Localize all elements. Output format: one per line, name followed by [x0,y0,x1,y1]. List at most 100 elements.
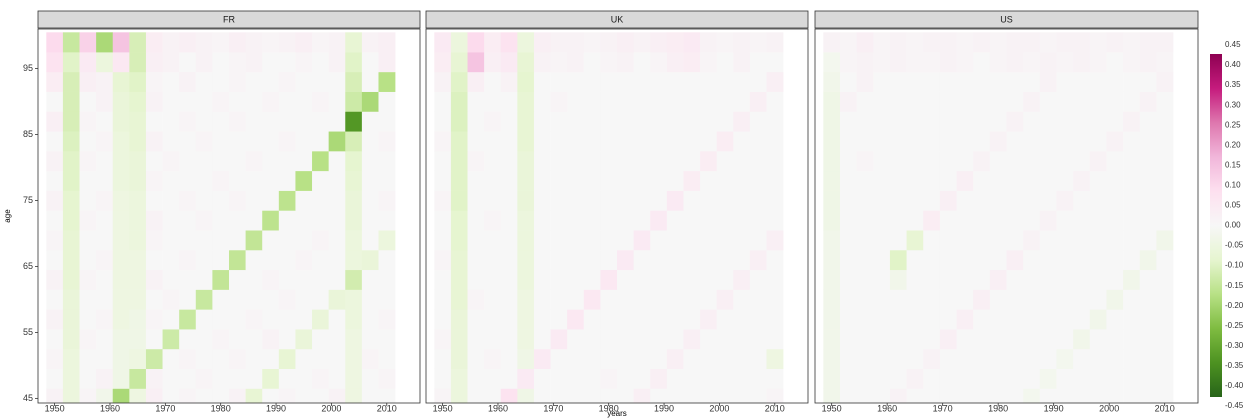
heatmap-cell [906,190,924,211]
heatmap-cell [939,190,957,211]
heatmap-cell [361,210,379,231]
heatmap-cell [600,289,618,310]
heatmap-cell [1006,210,1024,231]
heatmap-cell [162,131,180,152]
heatmap-cell [434,368,452,389]
heatmap-cell [939,52,957,73]
heatmap-cell [145,170,163,191]
heatmap-cell [467,190,485,211]
heatmap-cell [823,32,841,53]
heatmap-cell [749,190,767,211]
heatmap-cell [733,269,751,290]
heatmap-cell [179,111,197,132]
heatmap-cell [96,32,114,53]
heatmap-cell [112,348,130,370]
heatmap-cell [749,52,767,73]
heatmap-cell [650,151,668,172]
heatmap-cell [839,388,857,403]
heatmap-cell [229,170,246,191]
heatmap-cell [716,190,734,211]
heatmap-cell [96,388,114,403]
heatmap-cell [873,52,891,73]
heatmap-cell [766,190,784,211]
heatmap-cell [1023,32,1041,53]
heatmap-cell [1039,329,1057,350]
heatmap-cell [700,151,717,172]
heatmap-cell [328,151,346,172]
heatmap-cell [295,32,313,53]
heatmap-cell [1106,269,1124,290]
heatmap-cell [229,329,246,350]
heatmap-cell [939,210,957,231]
heatmap-cell [1106,91,1124,112]
heatmap-cell [839,170,857,191]
heatmap-cell [906,329,924,350]
heatmap-cell [262,388,280,403]
heatmap-cell [46,348,64,370]
heatmap-cell [956,91,974,112]
heatmap-cell [46,309,64,330]
heatmap-cell [973,388,991,403]
heatmap-cell [633,249,651,271]
heatmap-cell [889,71,907,92]
heatmap-cell [262,249,280,271]
heatmap-cell [500,151,518,172]
heatmap-cell [683,111,701,132]
heatmap-cell [939,348,957,370]
heatmap-cell [617,32,634,53]
heatmap-cell [295,52,313,73]
heatmap-cell [1139,170,1157,191]
heatmap-cell [749,210,767,231]
heatmap-cell [162,210,180,231]
x-tick-label: 1960 [100,403,120,413]
heatmap-cell [195,230,213,251]
heatmap-cell [500,309,518,330]
heatmap-cell [500,348,518,370]
heatmap-cell [1106,348,1124,370]
heatmap-cell [839,289,857,310]
heatmap-cell [112,388,130,403]
heatmap-cell [62,249,80,271]
heatmap-cell [46,91,64,112]
panel-border [37,28,421,404]
heatmap-cell [517,348,535,370]
heatmap-cells [823,32,1174,403]
heatmap-cell [328,91,346,112]
heatmap-cell [62,190,80,211]
heatmap-cell [766,368,784,389]
heatmap-cell [766,249,784,271]
heatmap-cell [517,190,535,211]
x-tick-label: 1950 [433,403,453,413]
heatmap-cell [328,368,346,389]
x-tick-label: 1970 [155,403,175,413]
heatmap-cell [1106,329,1124,350]
heatmap-cell [666,249,684,271]
heatmap-cell [500,71,518,92]
heatmap-cell [823,111,841,132]
heatmap-cell [378,32,396,53]
heatmap-cell [62,210,80,231]
heatmap-cell [484,32,502,53]
heatmap-cell [600,348,618,370]
heatmap-cell [1106,71,1124,92]
heatmap-cell [500,269,518,290]
heatmap-cell [467,368,485,389]
heatmap-cell [749,329,767,350]
heatmap-cell [666,91,684,112]
heatmap-cell [700,91,717,112]
heatmap-cell [434,170,452,191]
heatmap-cell [434,32,452,53]
heatmap-cell [312,348,329,370]
heatmap-cell [378,388,396,403]
heatmap-cell [345,269,363,290]
colorbar-tick-label: 0.05 [1225,201,1241,210]
heatmap-cell [450,52,468,73]
heatmap-cell [973,32,991,53]
heatmap-cell [129,368,147,389]
heatmap-cell [567,32,585,53]
heatmap-cell [500,210,518,231]
heatmap-cell [939,230,957,251]
heatmap-cell [550,71,568,92]
heatmap-cell [700,170,717,191]
heatmap-cell [46,230,64,251]
